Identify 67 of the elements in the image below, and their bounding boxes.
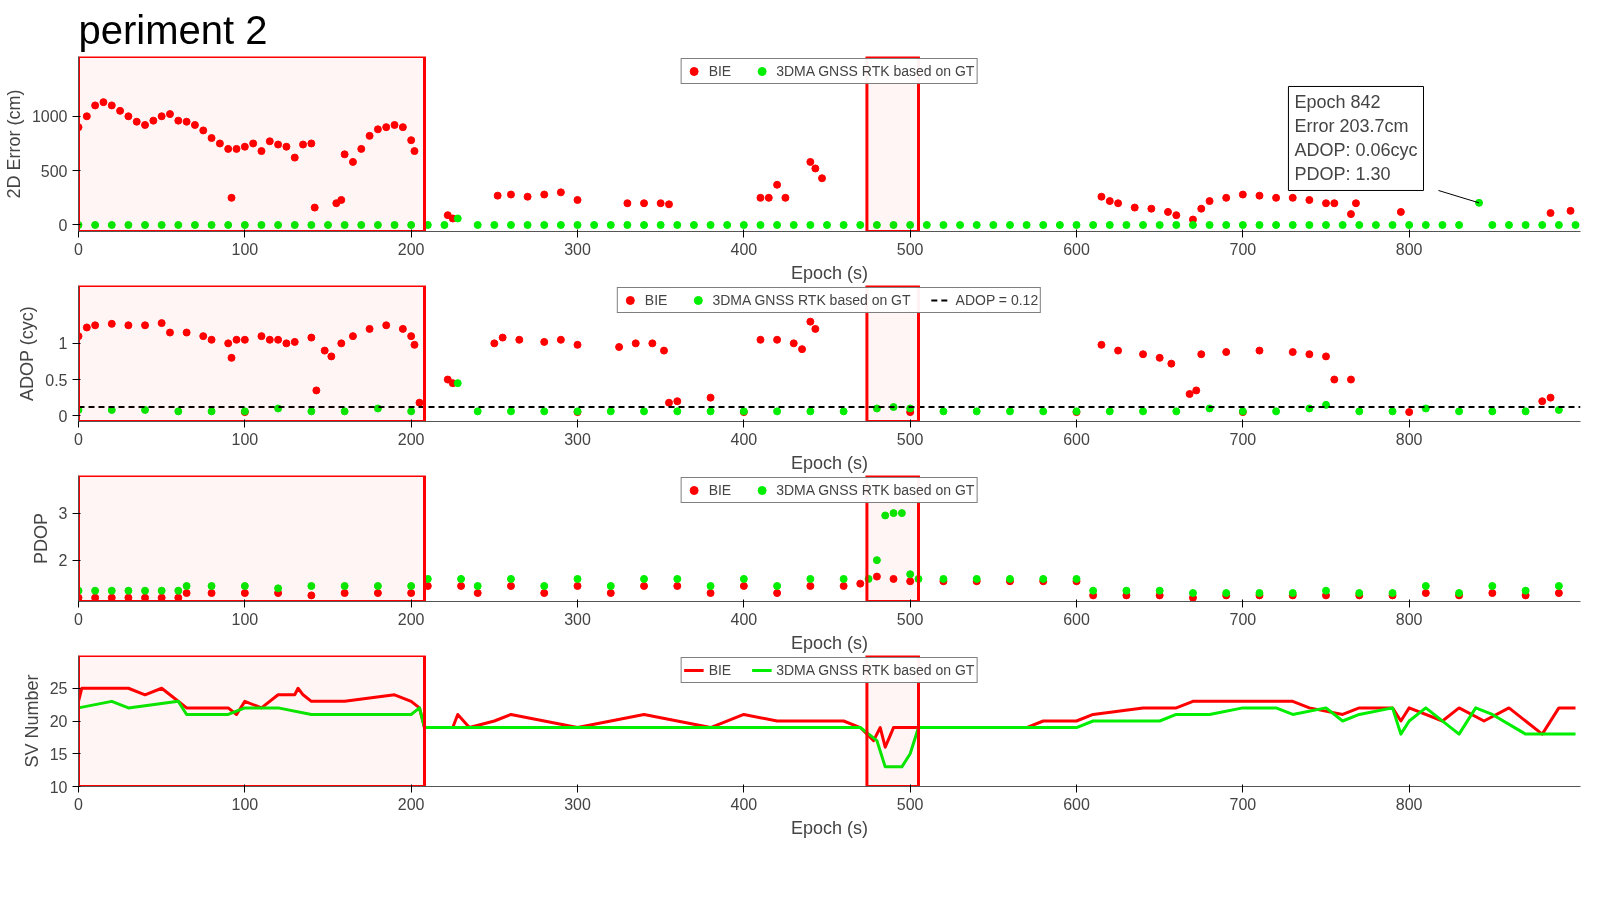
x-tick-label: 200 bbox=[397, 795, 425, 813]
x-tick-label: 100 bbox=[231, 610, 259, 628]
x-tick-label: 400 bbox=[730, 795, 758, 813]
x-tick-label: 600 bbox=[1063, 240, 1090, 258]
x-tick-label: 600 bbox=[1063, 795, 1090, 813]
x-tick-label: 800 bbox=[1395, 610, 1423, 628]
x-tick-label: 500 bbox=[896, 430, 924, 448]
legend-label: 3DMA GNSS RTK based on GT bbox=[776, 662, 975, 678]
y-tick-label: 1000 bbox=[31, 108, 68, 126]
legend-label: BIE bbox=[708, 63, 732, 79]
x-tick-label: 100 bbox=[231, 430, 259, 448]
y-tick-label: 15 bbox=[49, 745, 68, 763]
x-tick-label: 500 bbox=[896, 240, 924, 258]
y-tick-label: 0 bbox=[58, 407, 68, 425]
x-tick-label: 500 bbox=[896, 795, 924, 813]
legend-label: ADOP = 0.12 bbox=[955, 292, 1039, 308]
x-tick-label: 300 bbox=[564, 795, 591, 813]
x-tick-label: 800 bbox=[1395, 240, 1423, 258]
y-axis-title: 2D Error (cm) bbox=[3, 89, 24, 199]
x-tick-label: 600 bbox=[1063, 430, 1090, 448]
y-axis-title: ADOP (cyc) bbox=[17, 306, 38, 401]
x-axis-title: Epoch (s) bbox=[790, 452, 869, 473]
legend-label: BIE bbox=[708, 662, 732, 678]
y-tick-label: 20 bbox=[49, 713, 68, 730]
chart-title: periment 2 bbox=[78, 7, 268, 52]
x-tick-label: 300 bbox=[564, 240, 591, 258]
y-tick-label: 500 bbox=[40, 162, 68, 180]
y-tick-label: 2 bbox=[58, 552, 68, 570]
x-tick-label: 800 bbox=[1395, 430, 1423, 448]
x-tick-label: 400 bbox=[730, 430, 758, 448]
legend-label: 3DMA GNSS RTK based on GT bbox=[712, 292, 911, 308]
x-tick-label: 800 bbox=[1395, 795, 1423, 813]
x-tick-label: 300 bbox=[564, 430, 591, 448]
y-tick-label: 0 bbox=[58, 216, 68, 234]
x-tick-label: 0 bbox=[74, 430, 84, 448]
y-tick-label: 25 bbox=[49, 680, 68, 698]
x-tick-label: 400 bbox=[730, 610, 758, 628]
x-tick-label: 400 bbox=[730, 240, 758, 258]
legend-label: BIE bbox=[644, 292, 668, 308]
y-axis-title: SV Number bbox=[21, 674, 42, 768]
x-tick-label: 0 bbox=[74, 610, 84, 628]
legend-label: 3DMA GNSS RTK based on GT bbox=[776, 482, 975, 498]
x-tick-label: 0 bbox=[74, 795, 84, 813]
x-tick-label: 700 bbox=[1229, 610, 1257, 628]
x-tick-label: 700 bbox=[1229, 240, 1257, 258]
x-tick-label: 700 bbox=[1229, 795, 1257, 813]
x-tick-label: 100 bbox=[231, 240, 259, 258]
y-axis-title: PDOP bbox=[30, 512, 51, 565]
y-tick-label: 1 bbox=[58, 335, 68, 353]
x-tick-label: 700 bbox=[1229, 430, 1257, 448]
x-tick-label: 200 bbox=[397, 430, 425, 448]
legend-label: 3DMA GNSS RTK based on GT bbox=[776, 63, 975, 79]
x-tick-label: 0 bbox=[74, 240, 84, 258]
x-tick-label: 200 bbox=[397, 240, 425, 258]
x-tick-label: 500 bbox=[896, 610, 924, 628]
y-tick-label: 0.5 bbox=[45, 371, 68, 389]
x-axis-title: Epoch (s) bbox=[790, 817, 869, 838]
y-tick-label: 10 bbox=[49, 778, 68, 796]
legend-label: BIE bbox=[708, 482, 732, 498]
x-axis-title: Epoch (s) bbox=[790, 262, 869, 283]
x-tick-label: 200 bbox=[397, 610, 425, 628]
annotation: Epoch 842 Error 203.7cm ADOP: 0.06cyc PDOP: 1.30 bbox=[1294, 92, 1418, 185]
x-tick-label: 100 bbox=[231, 795, 259, 813]
y-tick-label: 3 bbox=[58, 505, 68, 523]
x-tick-label: 300 bbox=[564, 610, 591, 628]
x-tick-label: 600 bbox=[1063, 610, 1090, 628]
x-axis-title: Epoch (s) bbox=[790, 632, 869, 653]
